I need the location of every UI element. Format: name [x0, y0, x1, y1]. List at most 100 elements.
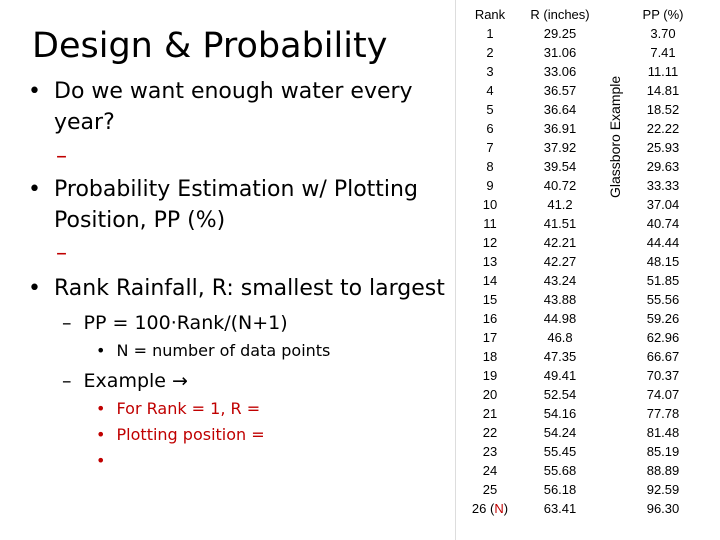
rank-cell: 22 [482, 425, 498, 440]
rank-cell: 16 [482, 311, 498, 326]
example-empty-item: • [96, 450, 105, 472]
pp-cell: 40.74 [646, 216, 680, 231]
empty-subbullet-dash: – [56, 144, 67, 169]
bullet-enough-water: • Do we want enough water every year? [28, 76, 413, 138]
bullet-text-line1: Do we want enough water every [54, 79, 413, 104]
pp-formula: PP = 100·Rank/(N+1) [83, 312, 288, 334]
rank-cell: 14 [482, 273, 498, 288]
n-note: N = number of data points [116, 341, 331, 360]
bullet-marker: • [96, 341, 106, 360]
pp-cell: 22.22 [646, 121, 680, 136]
pp-cell: 33.33 [646, 178, 680, 193]
rank-value: 26 ( [471, 501, 495, 516]
rank-cell: 20 [482, 387, 498, 402]
rank-cell: 26 (N) [463, 499, 517, 518]
example-pp-text: Plotting position = [116, 425, 265, 444]
rank-cell: 21 [482, 406, 498, 421]
rank-cell: 9 [486, 178, 494, 193]
pp-cell: 66.67 [646, 349, 680, 364]
pp-cell: 96.30 [646, 501, 680, 516]
pp-cell: 48.15 [646, 254, 680, 269]
bullet-marker: • [28, 177, 41, 202]
rank-cell: 4 [486, 83, 494, 98]
pp-cell: 85.19 [646, 444, 680, 459]
bullet-marker: • [96, 399, 106, 418]
rank-cell: 17 [482, 330, 498, 345]
pp-cell: 70.37 [646, 368, 680, 383]
rainfall-column: R (inches) 29.25 31.06 33.06 36.57 36.64 36.9… [522, 5, 598, 518]
rainfall-cell: 40.72 [543, 178, 577, 193]
pp-cell: 14.81 [646, 83, 680, 98]
pp-cell: 18.52 [646, 102, 680, 117]
glassboro-example-label: Glassboro Example [607, 75, 623, 198]
pp-cell: 3.70 [650, 26, 676, 41]
rainfall-cell: 54.24 [543, 425, 577, 440]
pp-column: PP (%) 3.70 7.41 11.11 14.81 18.52 22.22 25.93… [628, 5, 698, 518]
rainfall-cell: 31.06 [543, 45, 577, 60]
rainfall-cell: 36.91 [543, 121, 577, 136]
rank-cell: 5 [486, 102, 494, 117]
bullet-marker: • [28, 79, 41, 104]
rainfall-cell: 43.24 [543, 273, 577, 288]
rainfall-cell: 33.06 [543, 64, 577, 79]
rank-cell: 6 [486, 121, 494, 136]
pp-cell: 7.41 [650, 45, 676, 60]
rainfall-cell: 42.21 [543, 235, 577, 250]
rank-cell: 11 [483, 216, 497, 231]
rainfall-cell: 37.92 [543, 140, 577, 155]
rainfall-cell: 29.25 [543, 26, 577, 41]
bullet-probability-estimation: • Probability Estimation w/ Plotting Pos… [28, 174, 418, 236]
example-rank-text: For Rank = 1, R = [116, 399, 261, 418]
rainfall-cell: 54.16 [543, 406, 577, 421]
pp-cell: 51.85 [646, 273, 680, 288]
pp-formula-item: – PP = 100·Rank/(N+1) [62, 310, 288, 336]
rainfall-cell: 63.41 [543, 501, 577, 516]
rank-cell: 3 [486, 64, 494, 79]
pp-cell: 29.63 [646, 159, 680, 174]
rank-close-paren: ) [503, 501, 509, 516]
rainfall-cell: 39.54 [543, 159, 577, 174]
rank-cell: 1 [486, 26, 494, 41]
rainfall-cell: 49.41 [543, 368, 577, 383]
pp-cell: 77.78 [646, 406, 680, 421]
rank-column: Rank 1 2 3 4 5 6 7 8 9 10 11 12 13 14 15 16 17 18 19 20 21 22… [463, 5, 517, 518]
bullet-text-line2: year? [54, 110, 115, 135]
bullet-text-line2: Position, PP (%) [54, 208, 226, 233]
pp-cell: 25.93 [646, 140, 680, 155]
bullet-text-line1: Probability Estimation w/ Plotting [54, 177, 418, 202]
example-pp-item: • Plotting position = [96, 424, 265, 446]
rainfall-cell: 36.57 [543, 83, 577, 98]
rainfall-cell: 43.88 [543, 292, 577, 307]
bullet-rank-rainfall: • Rank Rainfall, R: smallest to largest [28, 273, 445, 304]
example-item: – Example → [62, 368, 188, 394]
pp-cell: 11.11 [647, 64, 679, 79]
pp-cell: 92.59 [646, 482, 680, 497]
rainfall-cell: 44.98 [543, 311, 577, 326]
rank-cell: 2 [486, 45, 494, 60]
rank-cell: 15 [482, 292, 498, 307]
pp-cell: 62.96 [646, 330, 680, 345]
bullet-text-line1: Rank Rainfall, R: smallest to largest [54, 276, 445, 301]
rainfall-cell: 47.35 [543, 349, 577, 364]
pp-cell: 37.04 [646, 197, 680, 212]
rank-cell: 18 [482, 349, 498, 364]
rainfall-cell: 41.2 [547, 197, 573, 212]
rainfall-cell: 52.54 [543, 387, 577, 402]
empty-subbullet-dash: – [56, 241, 67, 266]
table-divider [455, 0, 456, 540]
rank-cell: 12 [482, 235, 498, 250]
rainfall-cell: 56.18 [543, 482, 577, 497]
rainfall-cell: 55.45 [543, 444, 577, 459]
rank-cell: 23 [482, 444, 498, 459]
rank-cell: 10 [482, 197, 498, 212]
example-rank-item: • For Rank = 1, R = [96, 398, 260, 420]
rainfall-cell: 55.68 [543, 463, 577, 478]
rank-cell: 13 [482, 254, 498, 269]
pp-cell: 81.48 [646, 425, 680, 440]
rainfall-cell: 36.64 [543, 102, 577, 117]
rank-cell: 7 [486, 140, 494, 155]
pp-cell: 59.26 [646, 311, 680, 326]
bullet-marker: • [28, 276, 41, 301]
rank-cell: 25 [482, 482, 498, 497]
example-label: Example → [83, 370, 188, 392]
